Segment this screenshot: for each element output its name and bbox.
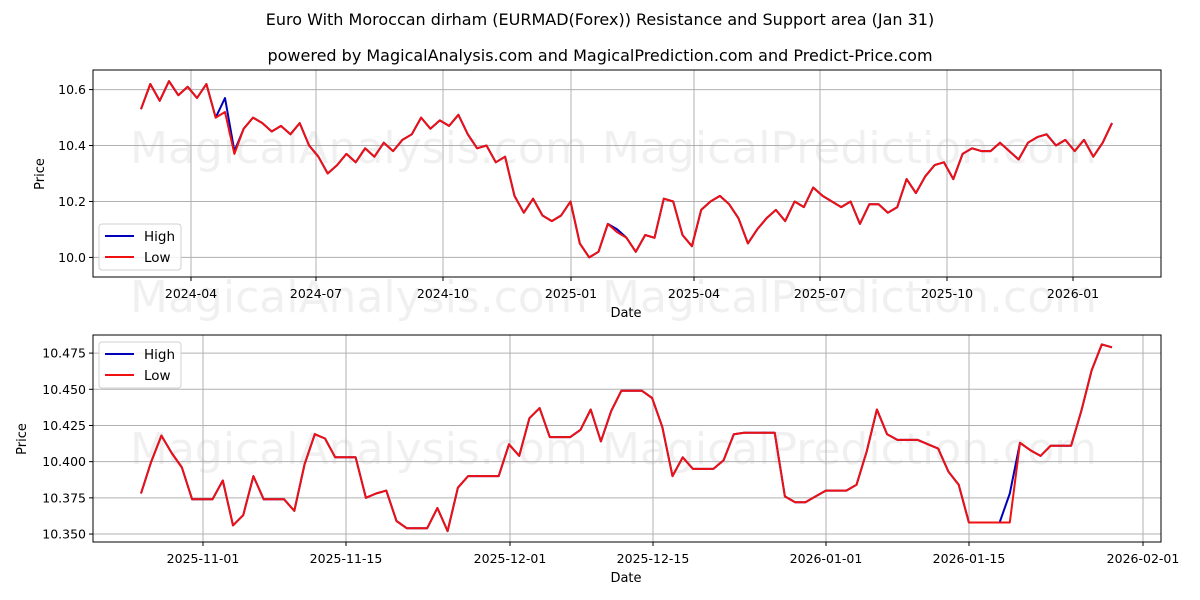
- y-tick-label: 10.4: [58, 138, 86, 153]
- x-tick-label: 2025-07: [794, 286, 846, 301]
- x-tick-label: 2025-11-15: [310, 551, 383, 566]
- y-tick-label: 10.400: [42, 454, 86, 469]
- legend-high-label: High: [144, 229, 175, 245]
- x-tick-label: 2025-10: [921, 286, 973, 301]
- x-tick-label: 2024-10: [417, 286, 469, 301]
- x-tick-label: 2024-04: [165, 286, 217, 301]
- x-tick-label: 2025-12-15: [617, 551, 690, 566]
- legend-high-label: High: [144, 347, 175, 363]
- x-tick-label: 2025-11-01: [167, 551, 240, 566]
- charts-canvas: MagicalAnalysis.com MagicalPrediction.co…: [0, 0, 1200, 600]
- y-tick-label: 10.2: [58, 194, 86, 209]
- x-tick-label: 2026-01-01: [790, 551, 863, 566]
- x-tick-label: 2025-04: [668, 286, 720, 301]
- watermark-top-right: MagicalPrediction.com: [602, 123, 1097, 174]
- y-tick-label: 10.375: [42, 490, 86, 505]
- bottom-x-axis-label: Date: [610, 571, 641, 586]
- x-tick-label: 2025-12-01: [474, 551, 547, 566]
- y-tick-label: 10.6: [58, 82, 86, 97]
- bottom-legend: High Low: [99, 342, 181, 388]
- y-tick-label: 10.0: [58, 250, 86, 265]
- legend-low-label: Low: [144, 250, 171, 266]
- x-tick-label: 2026-01-15: [933, 551, 1006, 566]
- top-y-axis-label: Price: [33, 158, 48, 190]
- watermark-top-left: MagicalAnalysis.com: [130, 123, 588, 174]
- x-tick-label: 2026-01: [1047, 286, 1099, 301]
- legend-low-label: Low: [144, 368, 171, 384]
- x-tick-label: 2026-02-01: [1107, 551, 1180, 566]
- x-tick-label: 2025-01: [545, 286, 597, 301]
- y-tick-label: 10.350: [42, 527, 86, 542]
- top-legend: High Low: [99, 224, 181, 270]
- top-x-axis-label: Date: [610, 306, 641, 321]
- y-tick-label: 10.450: [42, 382, 86, 397]
- x-tick-label: 2024-07: [290, 286, 342, 301]
- y-tick-label: 10.475: [42, 346, 86, 361]
- y-tick-label: 10.425: [42, 418, 86, 433]
- bottom-y-axis-label: Price: [15, 423, 30, 455]
